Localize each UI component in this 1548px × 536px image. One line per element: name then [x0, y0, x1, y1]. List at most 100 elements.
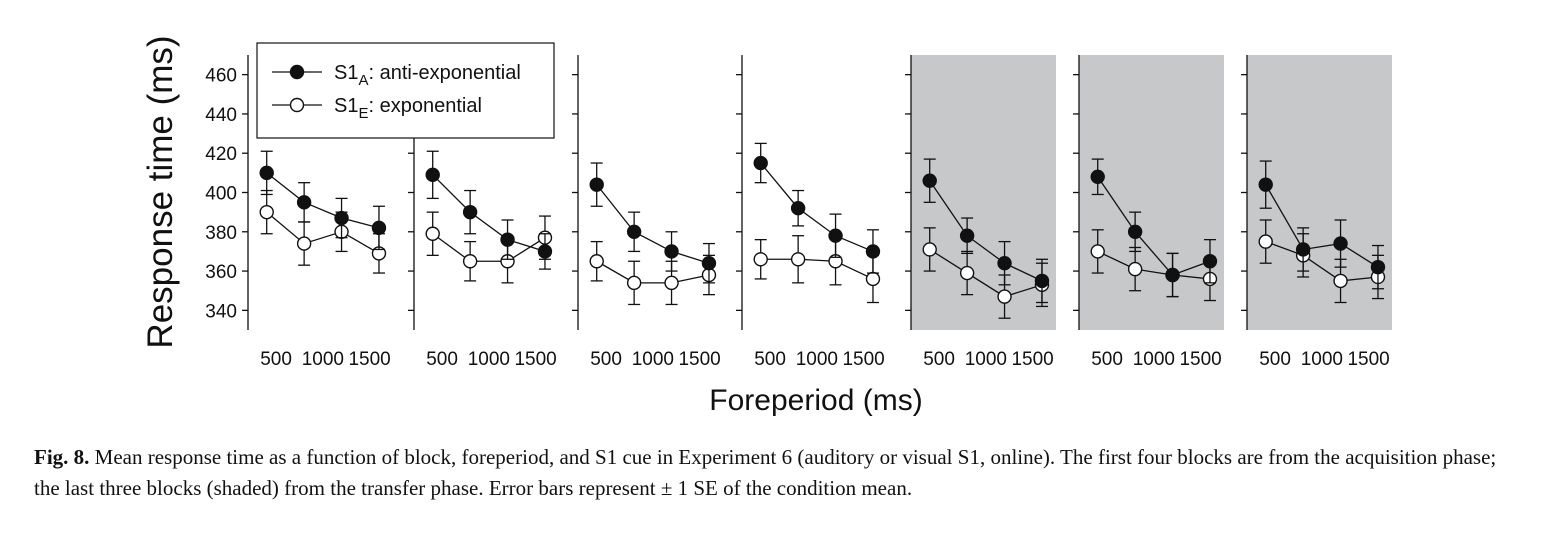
data-point — [259, 165, 274, 181]
data-point — [589, 254, 604, 269]
series-line — [596, 184, 710, 264]
data-point — [922, 173, 937, 188]
x-tick-label: 1500 — [1347, 349, 1389, 370]
legend-marker — [289, 97, 305, 113]
x-tick-label: 1000 — [468, 349, 510, 370]
panel-block-1: 340 360 380 400 420 440 460 500 1000 1500 — [205, 55, 391, 370]
x-tick-label: 500 — [923, 349, 955, 370]
x-tick-label: 1500 — [1179, 349, 1221, 370]
x-tick-label: 1000 — [302, 349, 344, 370]
y-tick-label: 340 — [205, 301, 237, 322]
y-tick-label: 440 — [205, 105, 237, 126]
data-point — [1333, 236, 1348, 251]
legend-label: S1E: exponential — [334, 95, 482, 122]
data-point — [537, 244, 553, 259]
caption-text: Mean response time as a function of bloc… — [34, 445, 1497, 500]
x-tick-label: 1500 — [348, 349, 390, 370]
series-line — [929, 248, 1043, 298]
legend-marker — [289, 64, 305, 80]
series-line — [929, 180, 1043, 282]
x-tick-label: 500 — [1259, 349, 1291, 370]
legend-label-rest: : anti-exponential — [368, 62, 520, 84]
x-tick-label: 1000 — [965, 349, 1007, 370]
y-axis-title: Response time (ms) — [141, 35, 180, 348]
data-point — [259, 204, 274, 220]
x-tick-label: 500 — [426, 349, 458, 370]
series-line — [1097, 250, 1211, 280]
data-point — [1090, 244, 1105, 259]
series-A — [1090, 158, 1218, 298]
data-point — [589, 177, 604, 192]
x-tick-label: 1500 — [842, 349, 884, 370]
data-point — [371, 220, 387, 236]
data-point — [828, 228, 843, 243]
y-tick-label: 380 — [205, 223, 237, 244]
x-tick-label: 1500 — [514, 349, 556, 370]
data-point — [462, 204, 478, 220]
series-A — [753, 142, 881, 274]
x-axis-title: Foreperiod (ms) — [709, 384, 922, 417]
data-point — [1295, 242, 1311, 257]
legend-box — [256, 42, 555, 139]
legend: S1A: anti-exponential S1E: exponential — [256, 42, 555, 139]
data-point — [1127, 261, 1143, 277]
data-point — [500, 232, 515, 247]
series-line — [1097, 176, 1211, 276]
data-point — [425, 167, 440, 183]
data-point — [997, 289, 1012, 304]
series-A — [425, 150, 553, 270]
data-point — [1333, 273, 1348, 289]
data-point — [922, 242, 937, 257]
series-E — [589, 240, 717, 306]
data-point — [296, 195, 312, 210]
data-point — [790, 252, 806, 267]
x-tick-label: 1000 — [1133, 349, 1175, 370]
data-point — [462, 254, 478, 269]
legend-label-sub: A — [358, 72, 368, 89]
legend-label: S1A: anti-exponential — [334, 62, 521, 89]
transfer-shading — [911, 55, 1056, 330]
series-A — [259, 150, 387, 251]
series-A — [589, 162, 717, 284]
data-point — [1165, 267, 1180, 283]
series-E — [259, 189, 387, 274]
series-A — [922, 158, 1050, 304]
series-line — [266, 172, 380, 229]
series-line — [1265, 184, 1379, 268]
data-point — [1370, 259, 1386, 275]
data-point — [1202, 254, 1218, 269]
data-point — [790, 201, 806, 216]
legend-label-base: S1 — [334, 62, 358, 84]
data-point — [626, 275, 642, 291]
legend-label-rest: : exponential — [368, 95, 481, 117]
y-tick-label: 400 — [205, 184, 237, 205]
data-point — [425, 226, 440, 241]
series-line — [1265, 240, 1379, 282]
data-point — [664, 275, 679, 291]
series-line — [596, 260, 710, 284]
data-point — [334, 210, 349, 226]
x-tick-label: 1500 — [1011, 349, 1053, 370]
series-line — [432, 174, 546, 253]
data-point — [1258, 177, 1273, 192]
x-tick-label: 500 — [260, 349, 292, 370]
data-point — [959, 228, 975, 243]
caption-label: Fig. 8. — [34, 445, 90, 469]
series-line — [266, 211, 380, 254]
figure-caption: Fig. 8. Mean response time as a function… — [34, 442, 1514, 504]
y-tick-label: 360 — [205, 262, 237, 283]
data-point — [753, 252, 768, 267]
panel-block-3: 500 1000 1500 — [572, 55, 721, 370]
data-point — [997, 256, 1012, 271]
data-point — [296, 236, 312, 251]
data-point — [1127, 224, 1143, 239]
series-A — [1258, 160, 1386, 290]
series-line — [760, 162, 874, 253]
data-point — [865, 244, 881, 259]
x-tick-label: 500 — [754, 349, 786, 370]
panel-block-4: 500 1000 1500 — [736, 55, 885, 370]
data-point — [1034, 273, 1050, 289]
data-point — [753, 155, 768, 171]
data-point — [626, 224, 642, 239]
series-line — [760, 258, 874, 280]
